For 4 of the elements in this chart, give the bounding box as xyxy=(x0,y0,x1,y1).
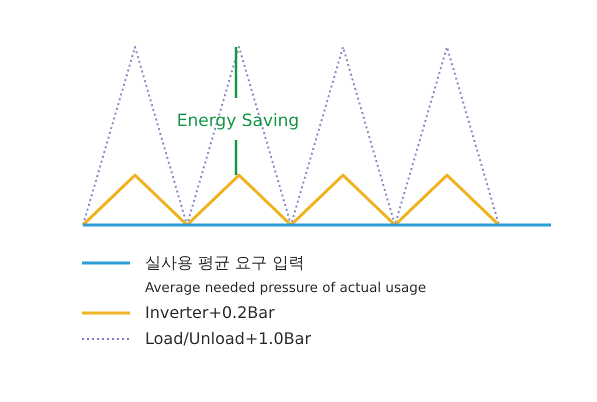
legend-label: Inverter+0.2Bar xyxy=(145,303,276,322)
legend-label: Load/Unload+1.0Bar xyxy=(145,329,312,348)
legend-label: 실사용 평균 요구 입력 Average needed pressure of actual usage xyxy=(145,253,426,296)
annotation: Energy Saving xyxy=(176,111,300,131)
